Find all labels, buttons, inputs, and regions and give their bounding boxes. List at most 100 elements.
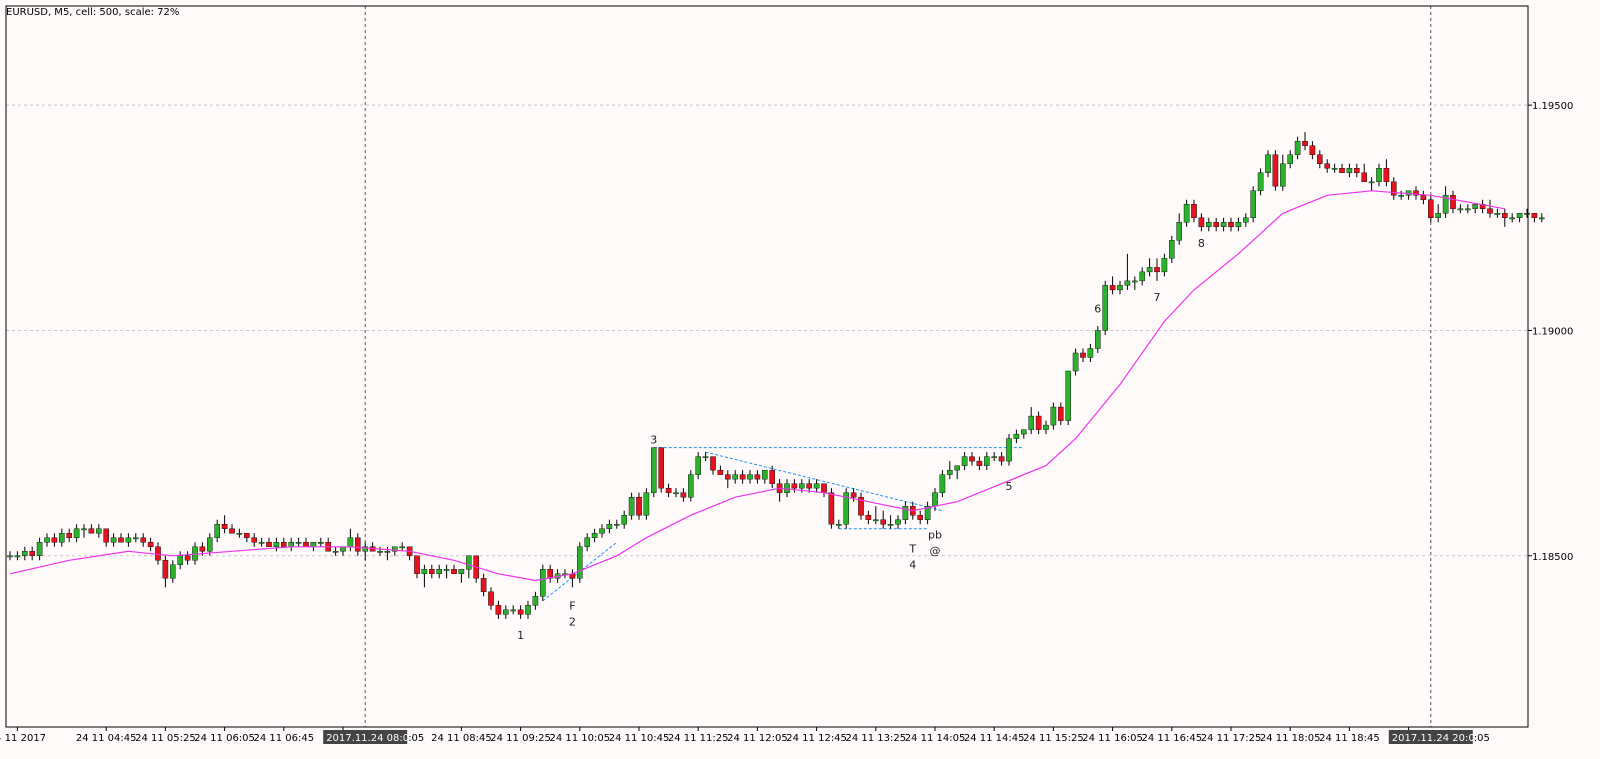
bull-candle [7, 555, 13, 558]
bear-candle [1450, 195, 1456, 209]
annotation-label: @ [930, 545, 941, 558]
bull-candle [902, 505, 909, 520]
bear-candle [429, 569, 435, 574]
bull-candle [932, 492, 938, 507]
bull-candle [510, 609, 517, 612]
bear-candle [451, 569, 457, 574]
bull-candle [924, 505, 931, 520]
bear-candle [1316, 154, 1323, 164]
bull-candle [1346, 168, 1353, 173]
bull-candle [947, 469, 953, 475]
bear-candle [969, 456, 975, 462]
bull-candle [14, 555, 21, 558]
moving-average-line [9, 190, 1505, 582]
bull-candle [702, 456, 709, 459]
bear-candle [880, 519, 886, 525]
bull-candle [591, 533, 598, 538]
bear-candle [1383, 168, 1390, 182]
bear-candle [739, 474, 746, 480]
bear-candle [103, 528, 109, 543]
bull-candle [599, 528, 605, 534]
bull-candle [1102, 285, 1108, 331]
bull-candle [954, 465, 960, 471]
bull-candle [1065, 370, 1071, 421]
bull-candle [628, 496, 635, 516]
bull-candle [1161, 258, 1168, 273]
time-tick-label: 24 11 16:45 [1141, 733, 1202, 744]
bull-candle [1457, 208, 1464, 211]
bear-candle [251, 537, 258, 543]
bear-candle [725, 474, 731, 480]
annotation-label: F [569, 599, 575, 612]
bull-candle [458, 569, 465, 574]
bull-candle [688, 474, 694, 498]
bull-candle [125, 537, 132, 543]
bull-candle [1516, 213, 1523, 218]
bull-candle [503, 609, 509, 615]
annotation-label: pb [928, 529, 942, 542]
price-tick-label: 1.18500 [1532, 552, 1573, 563]
bull-candle [1124, 280, 1131, 286]
bull-candle [1294, 140, 1301, 155]
annotation-label: 7 [1154, 291, 1161, 304]
bear-candle [850, 492, 857, 498]
bull-candle [318, 542, 324, 544]
bear-candle [1198, 217, 1205, 228]
bull-candle [1205, 222, 1212, 228]
annotation-label: 1 [517, 629, 524, 642]
bull-candle [895, 519, 901, 525]
bull-candle [1220, 222, 1227, 228]
bear-candle [1109, 285, 1116, 291]
bull-candle [1139, 271, 1145, 282]
time-tick-label: 24 11 16:05 [1082, 733, 1143, 744]
bear-candle [1154, 267, 1160, 273]
bull-candle [273, 542, 280, 547]
bull-candle [214, 524, 221, 538]
bull-candle [288, 542, 295, 547]
bull-candle [1072, 352, 1079, 372]
bull-candle [1131, 280, 1138, 283]
bull-candle [347, 537, 354, 547]
bull-candle [1146, 267, 1153, 273]
bear-candle [1501, 213, 1508, 218]
bull-candle [1524, 213, 1530, 215]
bull-candle [169, 564, 176, 579]
axis-layer: 1.19500 1.19000 1.18500 24 11 2017 24 11 04:… [0, 5, 1573, 744]
time-highlight-suffix: :05 [1474, 733, 1490, 744]
bear-candle [184, 555, 191, 561]
bull-candle [384, 551, 391, 553]
bull-candle [1117, 285, 1123, 291]
bull-candle [1050, 406, 1057, 426]
time-highlight-box [323, 730, 408, 744]
bear-candle [828, 492, 835, 525]
annotation-label: 8 [1198, 237, 1205, 250]
bear-candle [51, 537, 58, 543]
bull-candle [1168, 240, 1175, 259]
bull-candle [1464, 208, 1471, 211]
bull-candle [1006, 438, 1012, 462]
bear-candle [1191, 204, 1197, 218]
bear-candle [221, 524, 228, 529]
plot-frame [5, 5, 1529, 728]
moving-average-layer [9, 190, 1505, 582]
bull-candle [443, 569, 450, 571]
bear-candle [1361, 172, 1367, 182]
bull-candle [95, 528, 102, 534]
bear-candle [998, 456, 1005, 462]
bull-candle [843, 492, 849, 525]
time-tick-label: 24 11 12:45 [786, 733, 847, 744]
bull-candle [399, 546, 406, 549]
bull-candle [59, 533, 65, 543]
bull-candle [236, 533, 243, 535]
bull-candle [1094, 330, 1101, 349]
bull-candle [1368, 181, 1375, 184]
bear-candle [710, 456, 716, 471]
bull-candle [332, 551, 339, 553]
bear-candle [303, 542, 309, 547]
bull-candle [695, 456, 701, 475]
bear-candle [281, 542, 287, 547]
bear-candle [717, 469, 724, 475]
bull-candle [651, 447, 657, 493]
